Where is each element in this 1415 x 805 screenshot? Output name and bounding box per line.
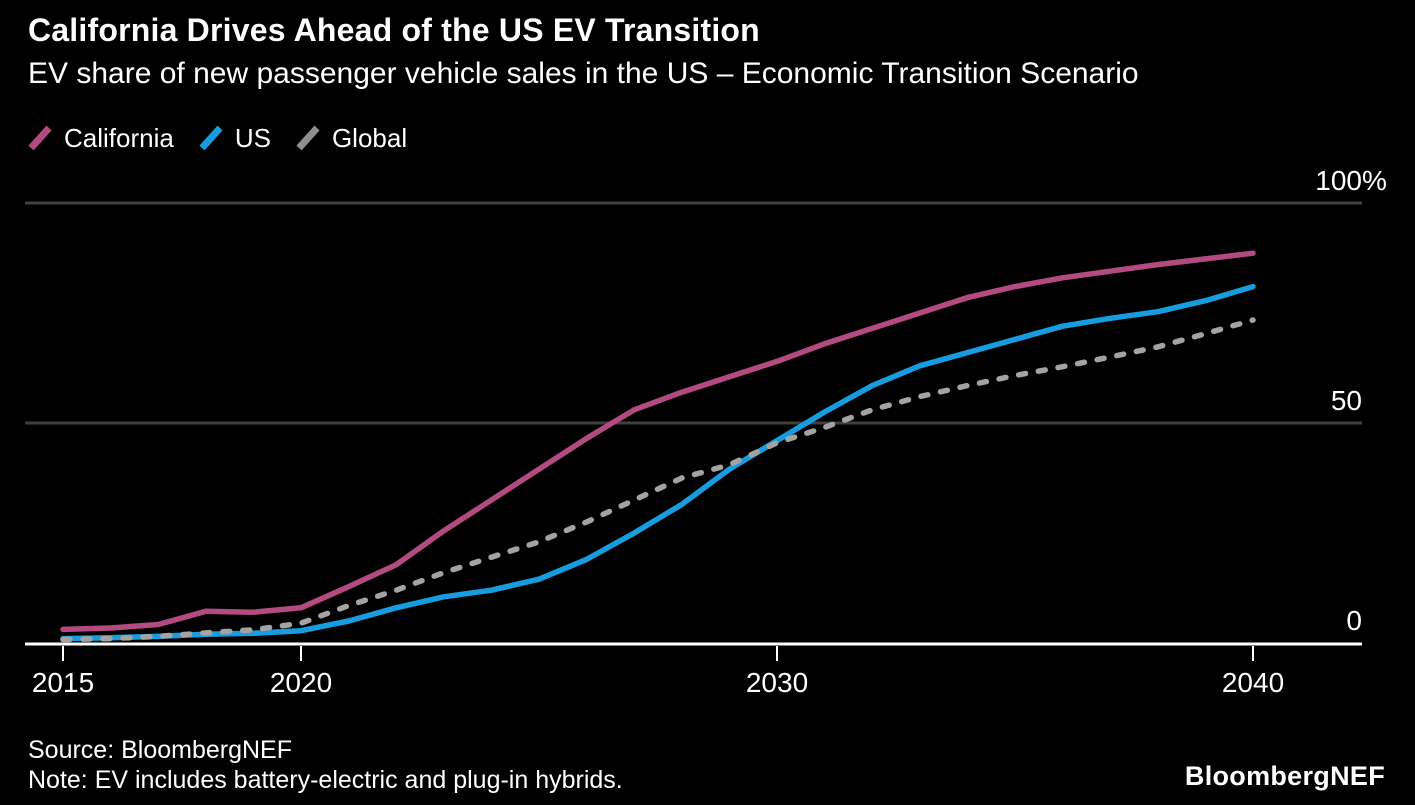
line-us bbox=[60, 283, 1256, 642]
y-axis-label-50: 50 bbox=[1330, 385, 1362, 416]
us-slash-icon bbox=[199, 125, 223, 151]
legend-item-california: California bbox=[27, 122, 174, 154]
x-axis-label-2040: 2040 bbox=[1221, 667, 1285, 698]
source-text: Source: BloombergNEF bbox=[28, 736, 293, 764]
legend: California US Global bbox=[27, 122, 431, 154]
legend-item-global: Global bbox=[295, 122, 407, 154]
legend-item-us: US bbox=[198, 122, 271, 154]
percent-sign: % bbox=[1362, 165, 1387, 196]
x-axis-label-2020: 2020 bbox=[269, 667, 333, 698]
bloombergnef-logo: BloombergNEF bbox=[1184, 761, 1385, 791]
y-axis-label-100: 100% bbox=[1315, 165, 1387, 196]
line-global bbox=[60, 317, 1256, 643]
y-axis-label-0: 0 bbox=[1346, 605, 1362, 636]
x-axis-label-2030: 2030 bbox=[745, 667, 809, 698]
global-slash-icon bbox=[296, 125, 320, 151]
line-california bbox=[60, 250, 1256, 633]
note-text: Note: EV includes battery-electric and p… bbox=[28, 766, 623, 794]
legend-label-california: California bbox=[64, 123, 174, 153]
chart-subtitle: EV share of new passenger vehicle sales … bbox=[28, 57, 1139, 90]
page-title: California Drives Ahead of the US EV Tra… bbox=[28, 12, 760, 48]
legend-label-us: US bbox=[234, 123, 271, 153]
x-axis-label-2015: 2015 bbox=[31, 667, 95, 698]
legend-label-global: Global bbox=[331, 123, 408, 153]
california-slash-icon bbox=[28, 125, 52, 151]
